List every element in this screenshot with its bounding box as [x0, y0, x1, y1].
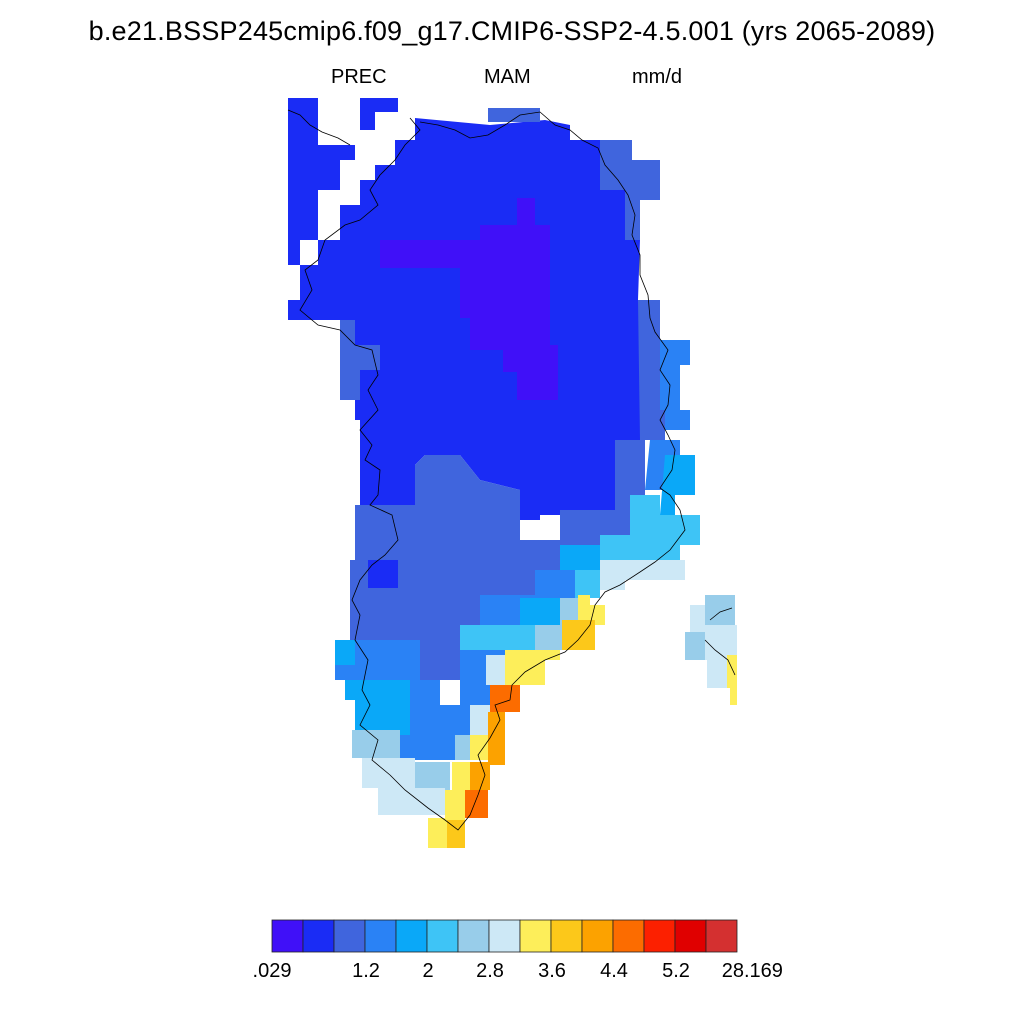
region-c7-south5 [560, 598, 578, 625]
colorbar-label-5: 3.6 [538, 960, 566, 982]
region-c9-coast10 [445, 790, 465, 820]
units-label: mm/d [632, 66, 682, 88]
colorbar-swatch-8 [488, 919, 521, 953]
colorbar-label-8: 28.169 [721, 960, 783, 982]
region-c7-island3 [685, 632, 710, 660]
colorbar-swatch-9 [519, 919, 552, 953]
region-c8-island4 [705, 625, 737, 660]
region-c4-mid2 [410, 705, 470, 735]
region-c12-coast11 [465, 790, 488, 818]
region-c6-south2 [575, 570, 600, 598]
region-c9-coast6 [470, 735, 488, 760]
region-c6-south6 [460, 625, 545, 650]
colorbar-swatch-4 [364, 919, 397, 953]
colorbar-swatch-13 [643, 919, 676, 953]
region-c4-east2 [645, 440, 680, 490]
region-c8-mid6 [470, 705, 490, 735]
precip-regions [288, 98, 737, 848]
region-c12-coast4 [490, 685, 520, 712]
region-c5-south4 [520, 598, 560, 625]
region-c5-mid3 [380, 705, 410, 735]
colorbar-swatch-7 [457, 919, 490, 953]
region-c3-southeast [560, 440, 645, 545]
variable-label: PREC [331, 66, 387, 88]
region-c7-mid7 [415, 762, 450, 790]
region-c3-north2 [488, 108, 540, 122]
region-c1-interior [380, 198, 558, 400]
colorbar-swatch-14 [674, 919, 707, 953]
colorbar-label-1: .029 [252, 960, 292, 982]
colorbar-swatch-2 [302, 919, 335, 953]
region-c7-mid5 [455, 735, 472, 760]
region-c9-coast1 [578, 595, 605, 625]
region-c7-south7 [535, 625, 562, 650]
region-c2-arctic [360, 98, 398, 130]
region-c7-west3 [352, 730, 400, 758]
colorbar-label-2: 1.2 [352, 960, 380, 982]
region-c11-coast7 [488, 740, 505, 765]
region-c4-east1 [660, 340, 690, 430]
season-label: MAM [484, 66, 531, 88]
colorbar-label-3: 2 [422, 960, 434, 982]
region-c5-east3 [660, 455, 695, 515]
region-c4-south1 [535, 570, 575, 598]
region-c11-coast9 [470, 762, 490, 790]
region-c9-island6 [727, 655, 737, 705]
colorbar-swatch-1 [271, 919, 304, 953]
region-c2-main [288, 118, 650, 520]
colorbar-swatch-11 [581, 919, 614, 953]
colorbar-swatch-6 [426, 919, 459, 953]
colorbar-swatch-15 [705, 919, 738, 953]
coastline [287, 109, 736, 831]
colorbar-swatch-5 [395, 919, 428, 953]
region-c2-spot [368, 560, 398, 588]
region-c9-coast8 [452, 762, 470, 790]
region-c8-island2 [690, 605, 705, 635]
region-c5-west2 [345, 680, 410, 730]
region-c8-west4 [362, 758, 415, 788]
region-c4-mid4 [400, 735, 455, 760]
plot-title: b.e21.BSSP245cmip6.f09_g17.CMIP6-SSP2-4.… [88, 16, 936, 46]
region-c8-island5 [707, 660, 730, 688]
region-c5-west1 [335, 640, 355, 665]
colorbar-swatch-10 [550, 919, 583, 953]
region-c8-mid [486, 655, 505, 685]
region-c10-coast2 [562, 620, 595, 650]
colorbar-label-6: 4.4 [600, 960, 628, 982]
colorbar-label-7: 5.2 [662, 960, 690, 982]
region-c3-east [600, 140, 660, 240]
region-c2-north [288, 98, 355, 265]
colorbar-swatch-12 [612, 919, 645, 953]
colorbar-label-4: 2.8 [476, 960, 504, 982]
colorbar-swatch-3 [333, 919, 366, 953]
region-c8-east6 [600, 560, 685, 590]
